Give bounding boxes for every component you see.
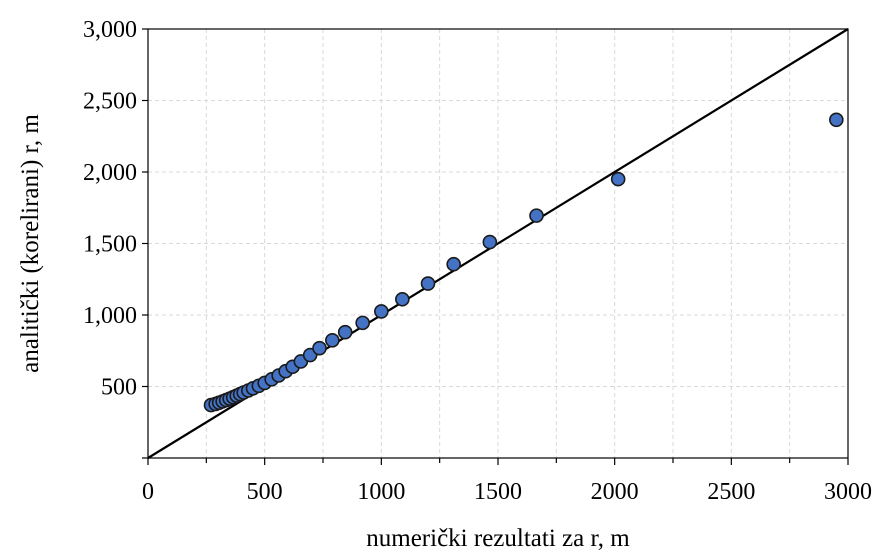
data-point bbox=[610, 171, 626, 187]
x-tick-label: 1000 bbox=[357, 479, 405, 505]
data-point bbox=[395, 291, 410, 307]
data-points bbox=[203, 112, 844, 413]
data-point bbox=[529, 208, 544, 223]
data-point bbox=[829, 112, 844, 128]
x-tick-label: 2500 bbox=[707, 479, 755, 505]
y-tick-label: 2,000 bbox=[83, 160, 137, 186]
data-point bbox=[312, 340, 327, 356]
data-point bbox=[325, 333, 340, 348]
y-axis-tick-labels: 500 1,000 1,500 2,000 2,500 3,000 bbox=[83, 17, 137, 401]
data-point bbox=[420, 276, 436, 291]
y-tick-label: 500 bbox=[101, 375, 137, 401]
y-tick-label: 1,500 bbox=[83, 232, 137, 258]
data-point bbox=[446, 256, 461, 272]
y-axis-title: analitički (korelirani) r, m bbox=[17, 114, 44, 373]
x-tick-label: 1500 bbox=[474, 479, 522, 505]
axis-ticks bbox=[142, 28, 849, 465]
data-point bbox=[337, 324, 353, 340]
x-tick-label: 0 bbox=[142, 479, 154, 505]
x-tick-label: 500 bbox=[247, 479, 283, 505]
y-tick-label: 2,500 bbox=[83, 89, 137, 115]
data-point bbox=[355, 315, 370, 331]
x-axis-title: numerički rezultati za r, m bbox=[366, 525, 630, 552]
data-point bbox=[482, 234, 498, 250]
y-tick-label: 1,000 bbox=[83, 303, 137, 329]
y-tick-label: 3,000 bbox=[83, 17, 137, 43]
x-axis-tick-labels: 0 500 1000 1500 2000 2500 3000 bbox=[142, 479, 872, 505]
x-tick-label: 3000 bbox=[824, 479, 872, 505]
x-tick-label: 2000 bbox=[591, 479, 639, 505]
data-point bbox=[374, 304, 389, 319]
